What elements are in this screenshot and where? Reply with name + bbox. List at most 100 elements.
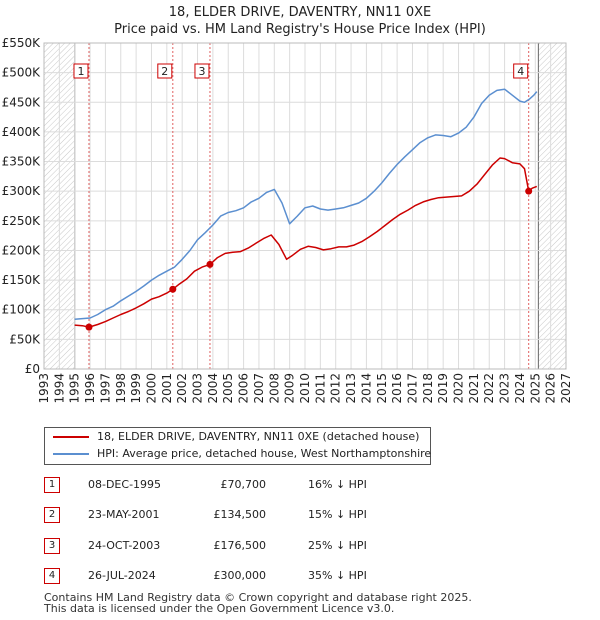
x-tick-label: 2008 — [267, 373, 281, 404]
x-tick-label: 2023 — [498, 373, 512, 404]
sale-row-3: 3 24-OCT-2003 £176,500 25% ↓ HPI — [44, 537, 464, 557]
y-tick-label: £100K — [2, 303, 42, 317]
sale-date: 08-DEC-1995 — [88, 478, 162, 491]
x-tick-label: 2011 — [313, 373, 327, 404]
sale-points — [85, 187, 533, 331]
sale-marker-box — [513, 63, 529, 79]
y-tick-label: £400K — [2, 125, 42, 139]
sale-price: £300,000 — [213, 569, 267, 582]
y-tick-label: £50K — [9, 332, 41, 346]
x-tick-label: 2017 — [405, 373, 419, 404]
sale-row-4: 4 26-JUL-2024 £300,000 35% ↓ HPI — [44, 567, 464, 587]
x-tick-label: 2025 — [528, 373, 542, 404]
sale-date: 24-OCT-2003 — [88, 539, 161, 552]
sale-price: £70,700 — [220, 478, 267, 491]
x-tick-label: 2002 — [175, 373, 189, 404]
x-tick-label: 1999 — [129, 373, 143, 404]
sale-hpi-diff: 35% ↓ HPI — [308, 569, 367, 582]
x-tick-label: 2012 — [329, 373, 343, 404]
legend-label-hpi: HPI: Average price, detached house, West… — [97, 447, 432, 460]
sale-number-badge: 4 — [44, 568, 60, 584]
y-tick-label: £350K — [2, 155, 42, 169]
sale-row-1: 1 08-DEC-1995 £70,700 16% ↓ HPI — [44, 476, 464, 496]
x-tick-label: 2003 — [191, 373, 205, 404]
sale-row-2: 2 23-MAY-2001 £134,500 15% ↓ HPI — [44, 506, 464, 526]
x-tick-label: 1993 — [37, 373, 51, 404]
x-tick-label: 2001 — [160, 373, 174, 404]
chart-title: 18, ELDER DRIVE, DAVENTRY, NN11 0XE — [168, 5, 432, 20]
footer-copyright: Contains HM Land Registry data © Crown c… — [44, 591, 472, 604]
sale-number-badge: 2 — [44, 507, 60, 523]
sale-number-badge: 3 — [44, 538, 60, 554]
hpi-line — [74, 88, 538, 320]
y-tick-label: £500K — [2, 66, 42, 80]
x-tick-label: 1994 — [52, 373, 66, 404]
x-tick-label: 2027 — [559, 373, 573, 404]
sale-marker-label: 2 — [161, 65, 168, 78]
x-tick-label: 2007 — [252, 373, 266, 404]
y-tick-label: £450K — [2, 95, 42, 109]
legend-swatch-property — [53, 436, 89, 438]
x-tick-label: 2021 — [467, 373, 481, 404]
legend: 18, ELDER DRIVE, DAVENTRY, NN11 0XE (det… — [44, 427, 431, 465]
y-tick-label: £150K — [2, 273, 42, 287]
y-tick-label: £550K — [2, 36, 42, 50]
x-tick-label: 2004 — [206, 373, 220, 404]
axes: £0 £50K £100K £150K £200K £250K £300K £350K £400… — [2, 36, 573, 404]
sale-marker-box — [194, 63, 210, 79]
sale-price: £176,500 — [213, 539, 267, 552]
plot-frame — [43, 42, 567, 370]
x-tick-label: 2024 — [513, 373, 527, 404]
sale-price: £134,500 — [213, 508, 267, 521]
x-tick-label: 2014 — [359, 373, 373, 404]
sale-date: 23-MAY-2001 — [88, 508, 160, 521]
x-tick-label: 2006 — [237, 373, 251, 404]
x-tick-label: 2015 — [375, 373, 389, 404]
hatch-region-right — [538, 43, 566, 369]
sale-point — [85, 323, 93, 331]
x-tick-label: 1996 — [83, 373, 97, 404]
x-tick-label: 2013 — [344, 373, 358, 404]
footer: Contains HM Land Registry data © Crown c… — [44, 592, 472, 614]
legend-item-hpi: HPI: Average price, detached house, West… — [53, 446, 431, 462]
sale-hpi-diff: 16% ↓ HPI — [308, 478, 367, 491]
y-tick-label: £200K — [2, 243, 42, 257]
sale-marker-box — [73, 63, 89, 79]
legend-item-property: 18, ELDER DRIVE, DAVENTRY, NN11 0XE (det… — [53, 429, 419, 445]
sale-marker-label: 3 — [198, 65, 205, 78]
x-tick-label: 2018 — [421, 373, 435, 404]
y-tick-label: £250K — [2, 214, 42, 228]
x-tick-label: 2005 — [221, 373, 235, 404]
y-tick-label: £300K — [2, 184, 42, 198]
x-tick-label: 2009 — [283, 373, 297, 404]
footer-licence: This data is licensed under the Open Gov… — [44, 602, 395, 615]
price-chart: 1 2 3 4 £0 £50K £100K £150K £200K £250K £300K £350… — [2, 36, 573, 404]
sale-point — [525, 187, 533, 195]
x-tick-label: 1995 — [68, 373, 82, 404]
x-tick-label: 1998 — [114, 373, 128, 404]
x-tick-label: 2010 — [298, 373, 312, 404]
sale-hpi-diff: 25% ↓ HPI — [308, 539, 367, 552]
series-lines — [74, 88, 538, 328]
chart-title-block: 18, ELDER DRIVE, DAVENTRY, NN11 0XE Pric… — [0, 4, 600, 38]
sale-hpi-diff: 15% ↓ HPI — [308, 508, 367, 521]
x-tick-label: 2020 — [452, 373, 466, 404]
sale-marker-label: 1 — [77, 65, 84, 78]
legend-label-property: 18, ELDER DRIVE, DAVENTRY, NN11 0XE (det… — [97, 430, 420, 443]
y-tick-label: £0 — [25, 362, 40, 376]
chart-subtitle: Price paid vs. HM Land Registry's House … — [114, 22, 486, 37]
x-tick-label: 2022 — [482, 373, 496, 404]
sale-number-badge: 1 — [44, 477, 60, 493]
sale-marker-box — [157, 63, 173, 79]
sale-date: 26-JUL-2024 — [88, 569, 156, 582]
sale-point — [206, 260, 214, 268]
sale-point — [169, 285, 177, 293]
x-tick-label: 2016 — [390, 373, 404, 404]
x-tick-label: 2026 — [544, 373, 558, 404]
x-tick-label: 1997 — [98, 373, 112, 404]
sale-marker-label: 4 — [517, 65, 524, 78]
x-tick-label: 2019 — [436, 373, 450, 404]
sale-markers: 1 2 3 4 — [73, 63, 529, 79]
legend-swatch-hpi — [53, 453, 89, 455]
property-price-line — [74, 157, 538, 328]
